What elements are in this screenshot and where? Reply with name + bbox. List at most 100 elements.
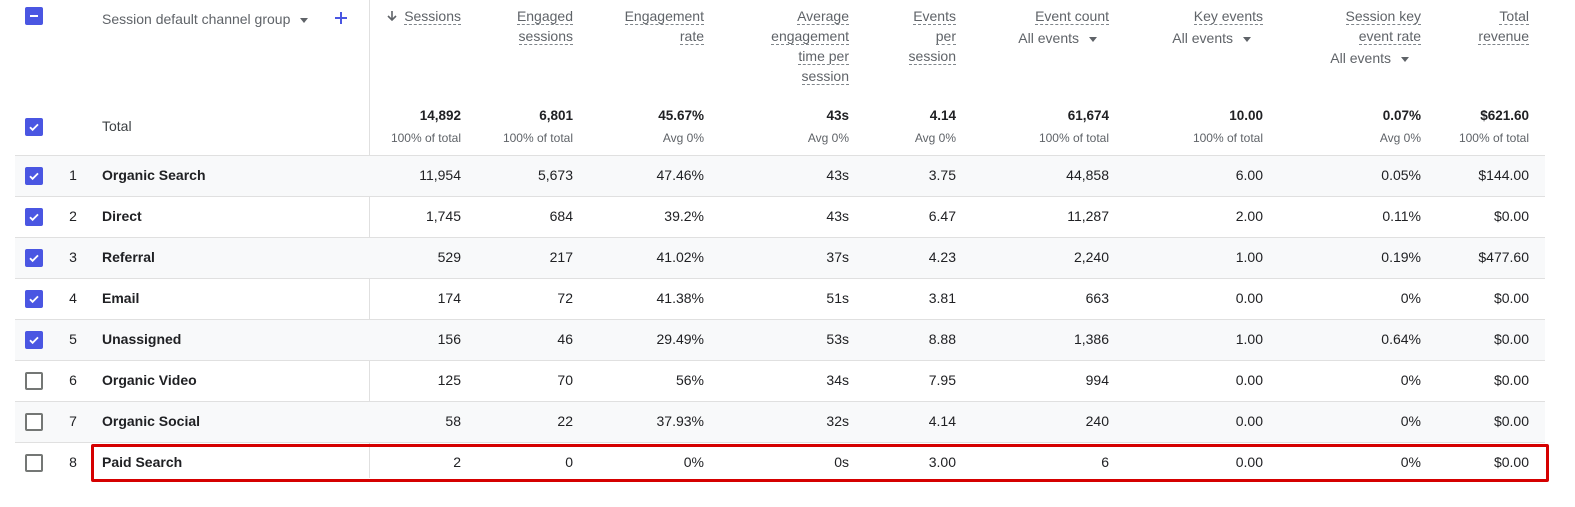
column-header-line: revenue [1478,26,1529,46]
arrow-down-icon [386,8,404,24]
column-header-9[interactable]: Total revenue [1478,6,1529,46]
row-cell: 0.00 [1235,290,1263,306]
row-cell: $0.00 [1493,372,1529,388]
total-subtext: 100% of total [1192,131,1263,145]
column-header-line: Engaged [516,6,573,26]
filter-label: All events [1330,50,1391,66]
row-checkbox[interactable] [25,208,43,226]
row-cell: 11,954 [419,167,461,183]
column-filter-dropdown[interactable]: All events [1018,28,1109,48]
row-cell: 0 [565,454,573,470]
row-number: 7 [69,413,77,429]
column-header-1[interactable]: Sessions [386,6,461,26]
row-cell: 4.14 [928,413,956,429]
total-value: $621.60 [1480,108,1529,123]
row-cell: 174 [437,290,461,306]
column-header-2[interactable]: Engaged sessions [516,6,573,46]
row-checkbox[interactable] [25,372,43,390]
select-all-checkbox[interactable] [25,7,43,25]
total-subtext: 100% of total [1458,131,1529,145]
row-cell: 39.2% [664,208,704,224]
row-cell: 3.81 [928,290,956,306]
row-cell: 6.00 [1235,167,1263,183]
row-cell: 6.47 [928,208,956,224]
row-cell: 32s [826,413,849,429]
column-header-line: Sessions [386,6,461,26]
column-header-4[interactable]: Average engagement time per session [771,6,849,86]
column-header-line: Total [1478,6,1529,26]
column-header-line: Key events [1172,6,1263,26]
row-checkbox[interactable] [25,290,43,308]
row-channel-name[interactable]: Referral [102,249,155,265]
row-channel-name[interactable]: Organic Video [102,372,197,388]
column-header-5[interactable]: Events per session [908,6,956,66]
column-header-line: session [771,66,849,86]
dimension-label: Session default channel group [102,11,291,27]
highlight-box [91,444,1549,482]
table-row: 7 Organic Social 58 22 37.93% 32s 4.14 240 0.00 0… [15,401,1545,442]
row-cell: 8.88 [928,331,956,347]
table-row: 2 Direct 1,745 684 39.2% 43s 6.47 11,287 2.00 0.1… [15,196,1545,237]
total-value: 61,674 [1067,108,1109,123]
row-channel-name[interactable]: Email [102,290,140,306]
total-value: 43s [826,108,849,123]
row-cell: 0.11% [1382,208,1421,224]
column-header-text: time per [798,48,849,65]
column-header-text: per [935,28,956,45]
totals-checkbox[interactable] [25,118,43,136]
row-cell: 34s [826,372,849,388]
total-subtext: 100% of total [390,131,461,145]
column-header-text: Key events [1193,8,1263,25]
row-number: 4 [69,290,77,306]
column-header-line: sessions [517,26,573,46]
column-filter-dropdown[interactable]: All events [1330,48,1421,68]
row-cell: 70 [557,372,573,388]
row-cell: 663 [1085,290,1109,306]
row-checkbox[interactable] [25,249,43,267]
column-header-line: rate [625,26,704,46]
row-cell: 0% [1400,454,1421,470]
row-cell: 43s [826,167,849,183]
row-channel-name[interactable]: Organic Social [102,413,201,429]
column-header-6[interactable]: Event count All events [1018,6,1109,48]
caret-down-icon [1401,56,1409,62]
row-cell: $0.00 [1493,454,1529,470]
row-cell: 0.64% [1381,331,1421,347]
row-cell: $0.00 [1493,331,1529,347]
row-cell: 156 [437,331,461,347]
column-header-text: sessions [518,28,573,45]
column-header-text: revenue [1478,28,1529,45]
column-header-line: Average [771,6,849,26]
row-cell: 0s [834,454,849,470]
row-cell: $0.00 [1493,208,1529,224]
column-header-text: engagement [771,28,849,45]
row-cell: 37.93% [656,413,704,429]
row-cell: 46 [557,331,573,347]
row-cell: 125 [437,372,461,388]
row-channel-name[interactable]: Paid Search [102,454,183,470]
plus-icon[interactable] [333,10,349,26]
row-channel-name[interactable]: Direct [102,208,142,224]
row-checkbox[interactable] [25,454,43,472]
row-channel-name[interactable]: Organic Search [102,167,206,183]
row-cell: 1.00 [1235,249,1263,265]
row-cell: 7.95 [928,372,956,388]
total-value: 14,892 [419,108,461,123]
filter-label: All events [1172,30,1233,46]
row-checkbox[interactable] [25,413,43,431]
row-cell: $0.00 [1493,413,1529,429]
column-header-text: Engaged [516,8,573,25]
row-checkbox[interactable] [25,331,43,349]
row-cell: $477.60 [1478,249,1529,265]
column-header-text: Event count [1035,8,1109,25]
dimension-selector[interactable]: Session default channel group [102,9,309,29]
row-channel-name[interactable]: Unassigned [102,331,182,347]
caret-down-icon [1243,36,1251,42]
column-filter-dropdown[interactable]: All events [1172,28,1263,48]
column-header-7[interactable]: Key events All events [1172,6,1263,48]
column-header-8[interactable]: Session key event rate All events [1330,6,1421,68]
column-header-text: session [801,68,849,85]
row-number: 8 [69,454,77,470]
row-checkbox[interactable] [25,167,43,185]
column-header-3[interactable]: Engagement rate [624,6,704,46]
